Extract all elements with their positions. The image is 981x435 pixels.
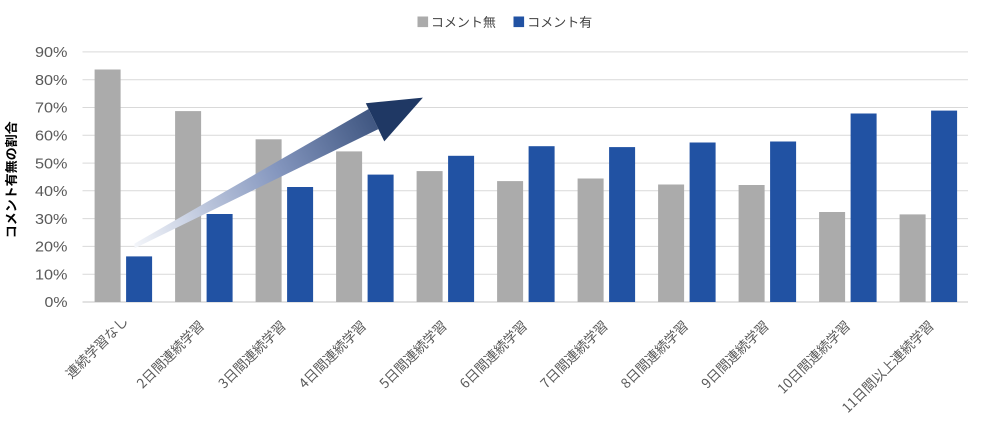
svg-text:70%: 70% [35, 100, 68, 117]
svg-text:10%: 10% [35, 266, 68, 283]
svg-text:80%: 80% [35, 72, 68, 89]
svg-text:50%: 50% [35, 155, 68, 172]
svg-text:30%: 30% [35, 211, 68, 228]
svg-text:20%: 20% [35, 239, 68, 256]
svg-text:0%: 0% [45, 294, 68, 311]
svg-text:90%: 90% [35, 44, 68, 61]
svg-text:60%: 60% [35, 128, 68, 145]
svg-text:40%: 40% [35, 183, 68, 200]
